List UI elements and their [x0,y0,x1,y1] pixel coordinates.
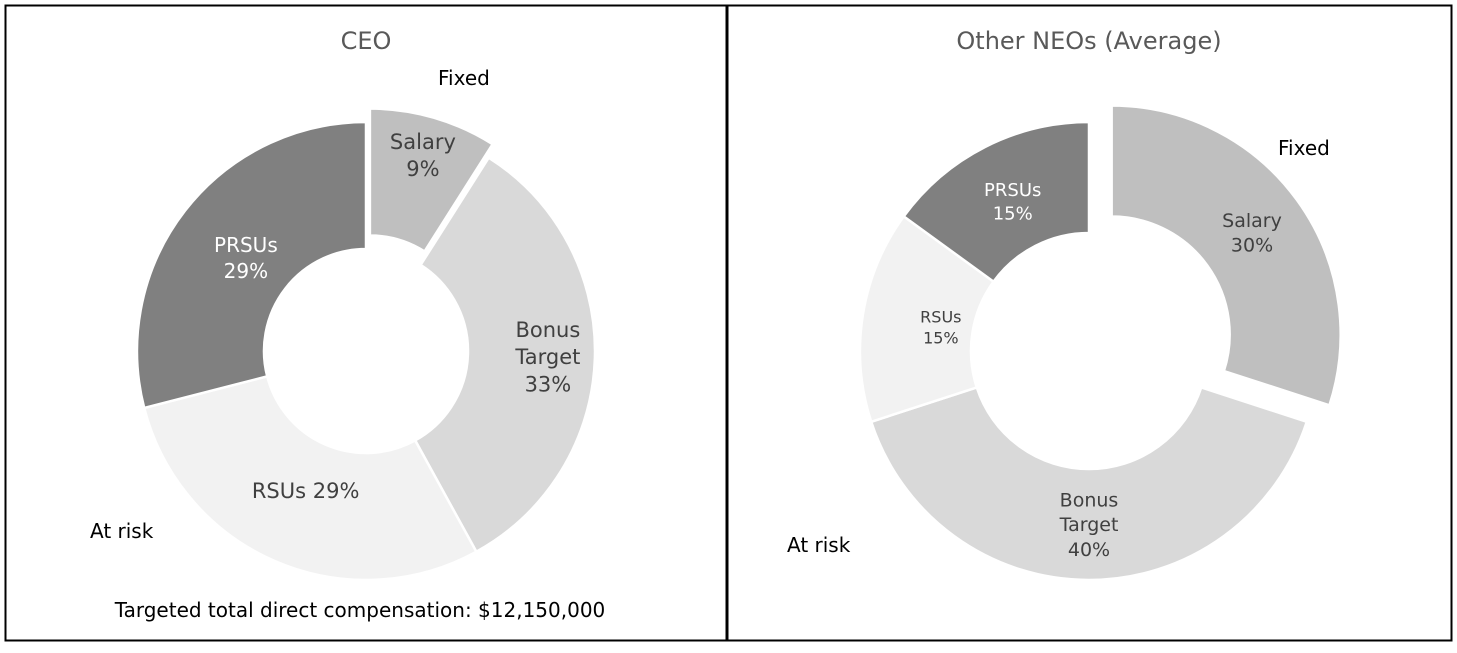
slice-label-salary: Salary 30% [1222,210,1282,257]
slice-label-prsus: PRSUs 15% [984,180,1041,224]
slice-label-line: RSUs [920,308,961,327]
slice-label-line: 30% [1231,235,1273,257]
slice-label-line: 33% [525,372,572,396]
slice-salary [1110,104,1342,407]
slice-label-line: 29% [224,259,268,283]
slice-rsus [142,374,479,582]
slice-label-line: PRSUs [984,180,1041,201]
slice-label-line: Salary [1222,210,1282,232]
slice-label-rsus: RSUs 15% [920,308,961,348]
slice-label-line: PRSUs [214,233,278,257]
slice-bonus-target [413,155,597,554]
ceo-donut-chart: Salary 9% Bonus Target 33% RSUs 29% PRSUs 29% [135,107,597,582]
slice-label-prsus: PRSUs 29% [214,233,278,283]
slice-label-line: 15% [993,203,1033,224]
slice-label-bonus-target: Bonus Target 33% [514,318,580,397]
slice-label-line: Target [1059,514,1119,536]
ceo-chart-title: CEO [341,27,392,55]
slice-label-line: 15% [923,329,959,348]
slice-salary [368,107,495,254]
slice-label-line: Salary [390,130,456,154]
neo-chart-title: Other NEOs (Average) [956,27,1221,55]
slice-label-line: 9% [406,157,439,181]
slice-label-line: Target [514,345,580,369]
neo-donut-chart: Salary 30%Bonus Target 40%RSUs 15%PRSUs 15% [858,104,1342,582]
slice-bonus-target [869,385,1309,582]
slice-prsus [901,120,1091,284]
neo-at-risk-label: At risk [787,533,851,557]
ceo-at-risk-label: At risk [90,519,154,543]
slice-label-line: Bonus [1060,489,1119,511]
slice-label-line: RSUs 29% [252,479,360,503]
slice-prsus [135,120,368,410]
slice-label-salary: Salary 9% [390,130,456,181]
ceo-fixed-label: Fixed [438,66,490,90]
slice-label-line: 40% [1068,539,1110,561]
ceo-footnote: Targeted total direct compensation: $12,… [114,598,606,622]
slice-label-line: Bonus [515,318,580,342]
slice-label-bonus-target: Bonus Target 40% [1059,489,1119,560]
slice-rsus [858,214,996,424]
slice-label-rsus: RSUs 29% [252,479,360,503]
neo-fixed-label: Fixed [1278,136,1330,160]
